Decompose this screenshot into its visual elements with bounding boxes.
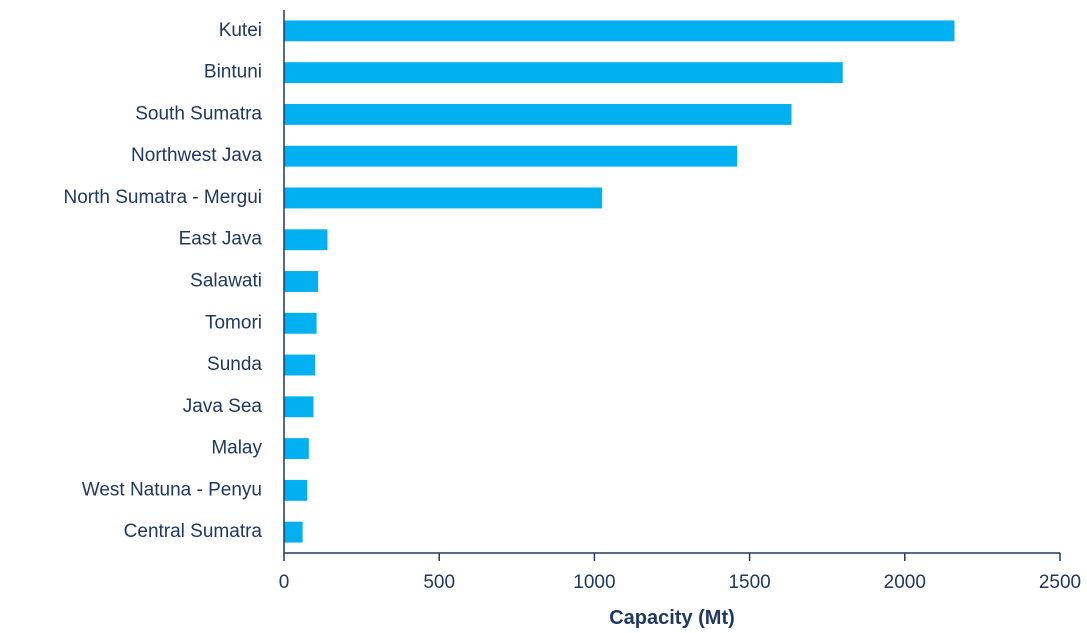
- bars-group: [284, 20, 955, 543]
- bar-tomori: [284, 312, 317, 334]
- bar-java-sea: [284, 396, 314, 418]
- x-tick-label: 2500: [1039, 572, 1081, 593]
- bar-south-sumatra: [284, 103, 792, 125]
- category-label: West Natuna - Penyu: [82, 479, 262, 500]
- bar-salawati: [284, 271, 319, 292]
- category-label: East Java: [179, 229, 263, 250]
- bar-sunda: [284, 354, 316, 376]
- x-tick-label: 1000: [573, 572, 615, 593]
- category-label: Bintuni: [204, 62, 262, 83]
- category-label: South Sumatra: [135, 103, 262, 124]
- bar-malay: [284, 438, 309, 460]
- bar-west-natuna-penyu: [284, 479, 308, 501]
- category-label: Tomori: [205, 312, 262, 333]
- category-label: Kutei: [219, 20, 262, 41]
- category-label: Central Sumatra: [124, 521, 263, 542]
- bar-central-sumatra: [284, 521, 303, 543]
- category-label: Malay: [211, 438, 262, 459]
- bar-northwest-java: [284, 145, 738, 167]
- category-label: Sunda: [207, 354, 262, 375]
- bar-east-java: [284, 229, 328, 251]
- category-label: Salawati: [190, 271, 262, 292]
- x-tick-label: 2000: [884, 572, 926, 593]
- category-label: Northwest Java: [131, 145, 262, 166]
- bar-north-sumatra-mergui: [284, 187, 603, 209]
- bar-kutei: [284, 20, 955, 42]
- category-labels: Kutei Bintuni South Sumatra Northwest Java N…: [63, 20, 262, 542]
- x-axis-ticks: 0 500 1000 1500 2000 2500: [279, 553, 1081, 593]
- bar-bintuni: [284, 62, 843, 84]
- x-axis-title: Capacity (Mt): [609, 607, 735, 629]
- x-tick-label: 1500: [728, 572, 770, 593]
- category-label: Java Sea: [183, 396, 263, 417]
- x-tick-label: 500: [423, 572, 455, 593]
- category-label: North Sumatra - Mergui: [63, 187, 262, 208]
- x-tick-label: 0: [279, 572, 290, 593]
